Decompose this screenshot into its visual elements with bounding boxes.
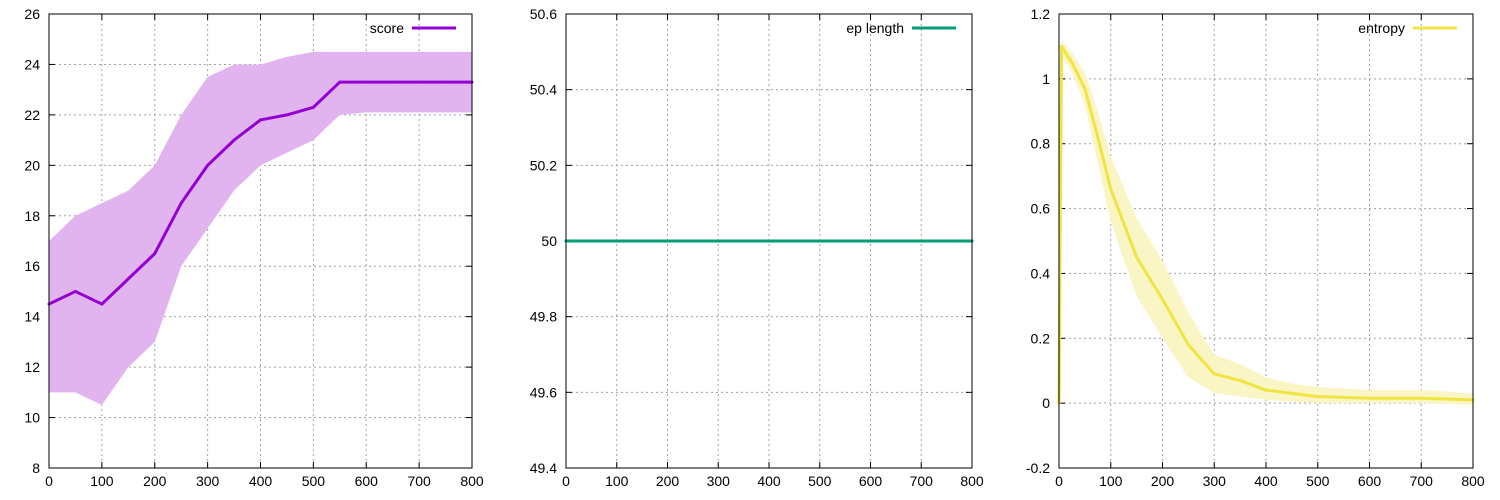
x-tick-label: 300 (1203, 473, 1227, 489)
data-point (365, 81, 368, 84)
y-tick-label: 8 (32, 460, 40, 476)
x-tick-label: 400 (757, 473, 781, 489)
y-tick-label: 50.4 (530, 82, 557, 98)
x-tick-label: 300 (196, 473, 220, 489)
legend-label: entropy (1358, 20, 1405, 36)
data-point (1368, 397, 1371, 400)
y-tick-label: 1 (1042, 71, 1050, 87)
data-point (1187, 343, 1190, 346)
data-point (206, 164, 209, 167)
legend-label: ep length (846, 20, 904, 36)
y-tick-label: 16 (24, 258, 40, 274)
data-point (1070, 61, 1073, 64)
y-tick-label: 14 (24, 309, 40, 325)
x-tick-label: 700 (407, 473, 431, 489)
data-point (1265, 389, 1268, 392)
confidence-band (49, 52, 472, 405)
data-point (1420, 397, 1423, 400)
data-point (100, 303, 103, 306)
data-point (180, 202, 183, 205)
x-tick-label: 600 (859, 473, 883, 489)
data-point (312, 106, 315, 109)
x-tick-label: 500 (808, 473, 832, 489)
y-tick-label: 49.8 (530, 309, 557, 325)
data-point (1135, 256, 1138, 259)
x-tick-label: 800 (460, 473, 484, 489)
legend-label: score (370, 20, 404, 36)
data-point (1239, 379, 1242, 382)
x-tick-label: 700 (910, 473, 934, 489)
x-tick-label: 600 (355, 473, 379, 489)
x-tick-label: 100 (605, 473, 629, 489)
y-tick-label: 50.2 (530, 157, 557, 173)
y-tick-label: 0.8 (1031, 136, 1051, 152)
y-tick-label: 0.4 (1031, 265, 1051, 281)
data-point (153, 252, 156, 255)
y-tick-label: 26 (24, 6, 40, 22)
data-point (1083, 87, 1086, 90)
data-point (74, 290, 77, 293)
data-point (391, 81, 394, 84)
x-tick-label: 400 (1254, 473, 1278, 489)
chart-1: 0 100 200 300 400 500 600 700 800 8 10 12 14 16 18 20 22… (24, 6, 483, 489)
x-tick-label: 600 (1358, 473, 1382, 489)
data-point (1213, 372, 1216, 375)
y-tick-label: 24 (24, 56, 40, 72)
data-point (259, 118, 262, 121)
y-tick-label: 12 (24, 359, 40, 375)
y-tick-label: 50 (541, 233, 557, 249)
x-tick-label: 200 (656, 473, 680, 489)
x-tick-label: 500 (1306, 473, 1330, 489)
x-tick-label: 200 (143, 473, 167, 489)
y-tick-label: 0.6 (1031, 201, 1051, 217)
chart-2: 0 100 200 300 400 500 600 700 800 49.4 49.6 49.8 50 5… (530, 6, 984, 489)
data-point (338, 81, 341, 84)
x-tick-label: 0 (45, 473, 53, 489)
y-tick-label: 49.6 (530, 384, 557, 400)
y-tick-label: 18 (24, 208, 40, 224)
x-tick-label: 500 (302, 473, 326, 489)
data-point (233, 139, 236, 142)
y-tick-label: 20 (24, 157, 40, 173)
data-point (1060, 45, 1063, 48)
x-tick-label: 200 (1151, 473, 1175, 489)
y-tick-label: 1.2 (1031, 6, 1051, 22)
y-tick-label: 0.2 (1031, 330, 1051, 346)
data-point (1316, 395, 1319, 398)
x-tick-label: 800 (960, 473, 984, 489)
x-tick-label: 800 (1461, 473, 1485, 489)
x-tick-label: 0 (562, 473, 570, 489)
chart-3: 0 100 200 300 400 500 600 700 800 -0.2 0 0.2 0.4 0.6 0… (1026, 6, 1485, 489)
x-tick-label: 400 (249, 473, 273, 489)
y-tick-label: 10 (24, 410, 40, 426)
data-point (1161, 298, 1164, 301)
data-point (1290, 392, 1293, 395)
y-tick-label: 50.6 (530, 6, 557, 22)
x-tick-label: 300 (707, 473, 731, 489)
data-point (418, 81, 421, 84)
y-tick-label: 22 (24, 107, 40, 123)
data-point (444, 81, 447, 84)
data-point (1096, 136, 1099, 139)
x-tick-label: 100 (1099, 473, 1123, 489)
y-tick-label: 49.4 (530, 460, 557, 476)
data-point (1109, 188, 1112, 191)
x-tick-label: 0 (1055, 473, 1063, 489)
x-tick-label: 700 (1410, 473, 1434, 489)
data-point (285, 113, 288, 116)
y-tick-label: 0 (1042, 395, 1050, 411)
y-tick-label: -0.2 (1026, 460, 1050, 476)
data-point (127, 277, 130, 280)
x-tick-label: 100 (90, 473, 114, 489)
